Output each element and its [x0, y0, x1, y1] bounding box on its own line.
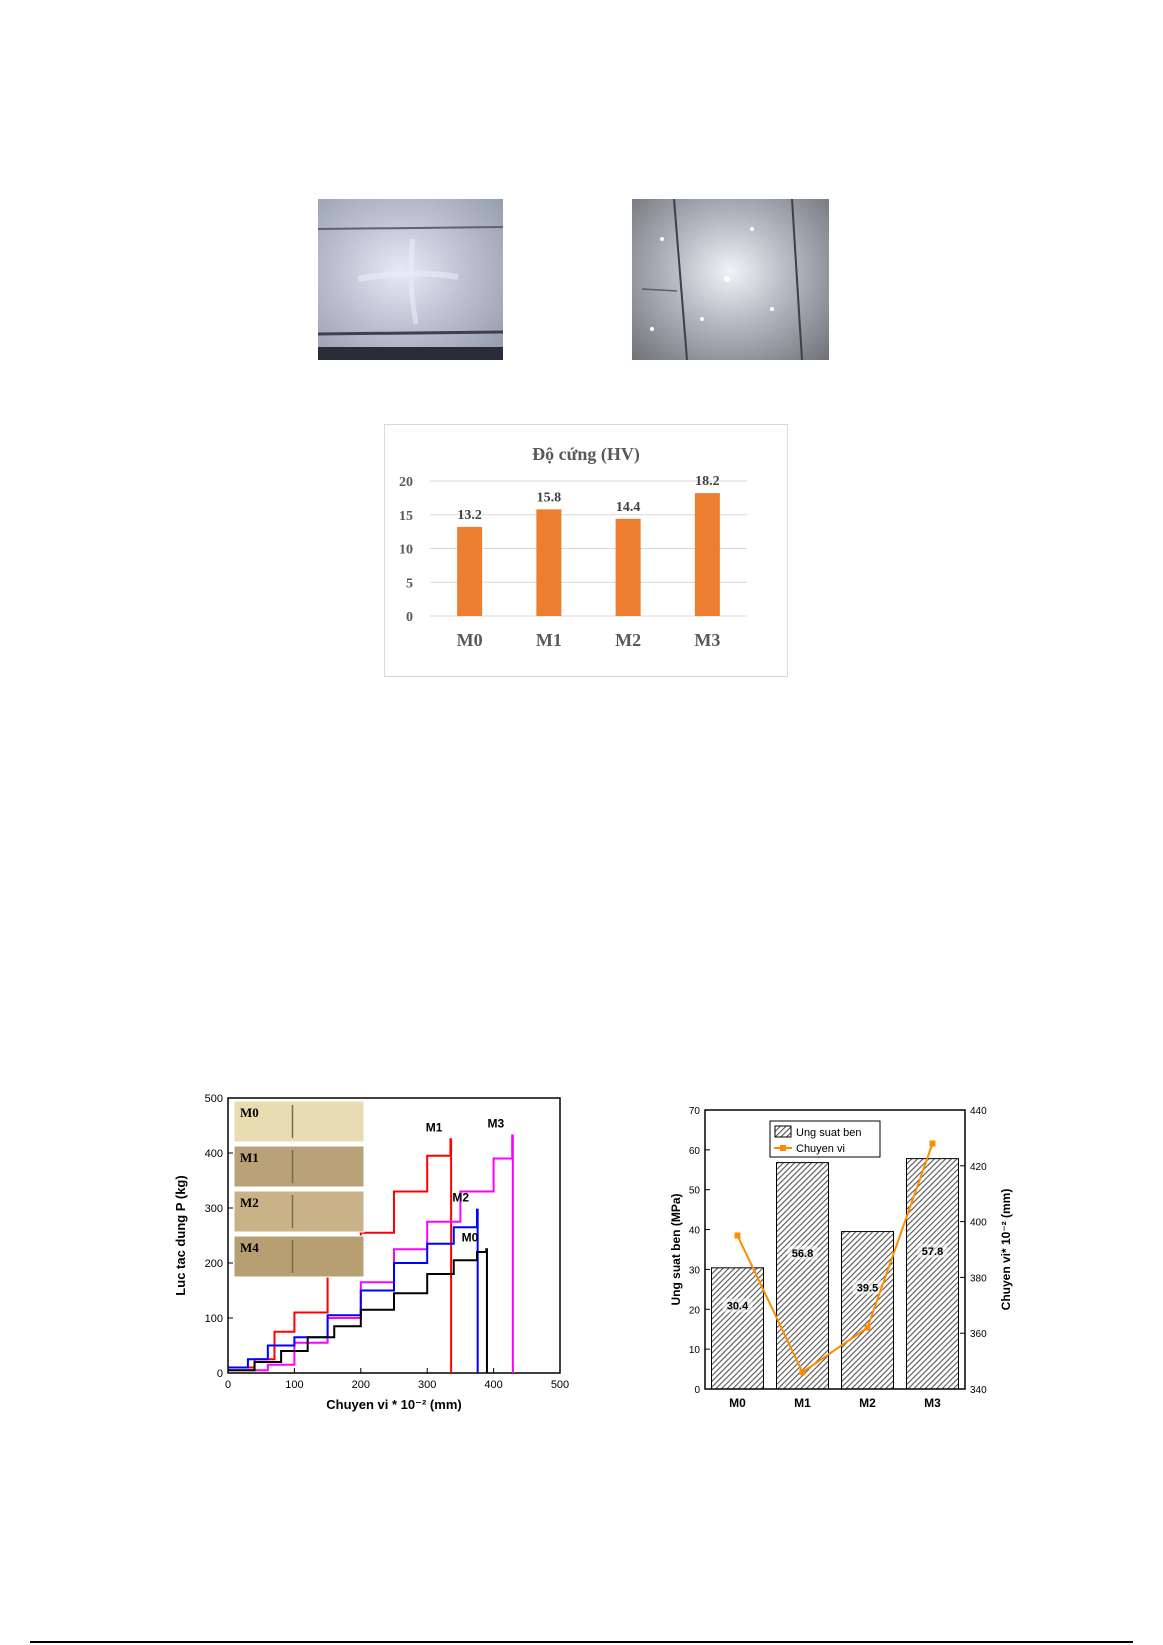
legend-marker	[780, 1145, 786, 1151]
y-tick-label: 0	[694, 1385, 700, 1396]
y-tick-label: 0	[406, 610, 413, 625]
x-tick-label: 100	[285, 1379, 303, 1391]
data-label: 14.4	[616, 500, 641, 515]
bar	[457, 526, 483, 616]
y2-tick-label: 400	[970, 1218, 987, 1229]
bar	[776, 1162, 829, 1390]
series-line	[228, 1208, 479, 1373]
inset-photo	[233, 1235, 365, 1278]
x-tick-label: 500	[551, 1379, 569, 1391]
x-tick-label: 0	[225, 1379, 231, 1391]
data-label-bg	[852, 1280, 883, 1295]
y2-tick-label: 360	[970, 1329, 987, 1340]
x-tick-label: M2	[615, 630, 641, 650]
y-axis-label: Ung suat ben (MPa)	[669, 1193, 683, 1305]
force-displacement-chart: 0 100 200 300 400 500 0 100 200 300 400 500 Chuyen v…	[165, 1093, 585, 1433]
hardness-chart: Độ cứng (HV) 0 5 10 15 20 13.2 M0 15.8 M1 14.4 M2 1…	[384, 424, 788, 677]
series-label: M2	[452, 1191, 469, 1205]
inset-label: M4	[240, 1240, 259, 1255]
y2-axis-label: Chuyen vi* 10⁻² (mm)	[999, 1189, 1013, 1311]
y-tick-label: 70	[689, 1106, 701, 1117]
inset-photo	[233, 1145, 365, 1188]
y-axis-label: Luc tac dung P (kg)	[173, 1175, 188, 1295]
series-label: M1	[426, 1120, 443, 1134]
data-label: 15.8	[537, 490, 562, 505]
data-label: 57.8	[922, 1246, 943, 1258]
y-tick-label: 50	[689, 1186, 701, 1197]
data-label-bg	[917, 1243, 948, 1258]
data-label-bg	[787, 1245, 818, 1260]
y-tick-label: 500	[205, 1093, 223, 1105]
plot-frame	[704, 1109, 966, 1390]
data-label-bg	[722, 1298, 753, 1313]
data-label: 39.5	[857, 1282, 878, 1294]
page-bottom-rule	[30, 1641, 1133, 1643]
inset-label: M0	[240, 1105, 259, 1120]
inset-label: M1	[240, 1150, 259, 1165]
x-tick-label: M2	[859, 1396, 876, 1410]
y2-tick-label: 420	[970, 1162, 987, 1173]
y-tick-label: 10	[399, 543, 413, 558]
line-marker	[864, 1324, 871, 1331]
y-tick-label: 60	[689, 1146, 701, 1157]
x-axis-label: Chuyen vi * 10⁻² (mm)	[326, 1397, 461, 1412]
y2-tick-label: 340	[970, 1385, 987, 1396]
y-tick-label: 100	[205, 1313, 223, 1325]
inset-photo	[233, 1190, 365, 1233]
y-tick-label: 15	[399, 509, 413, 524]
bar	[615, 518, 641, 616]
line-marker	[929, 1140, 936, 1147]
bar	[536, 509, 562, 616]
inset-label: M2	[240, 1195, 259, 1210]
inset-photo	[233, 1100, 365, 1143]
x-tick-label: M1	[794, 1396, 811, 1410]
y-tick-label: 20	[399, 475, 413, 490]
data-label: 56.8	[792, 1248, 813, 1260]
line-marker	[799, 1369, 806, 1376]
y-tick-label: 20	[689, 1305, 701, 1316]
y-tick-label: 10	[689, 1345, 701, 1356]
data-label: 30.4	[727, 1300, 749, 1312]
legend-swatch	[774, 1125, 792, 1138]
y2-tick-label: 380	[970, 1273, 987, 1284]
micrograph-right	[632, 199, 829, 360]
y-tick-label: 40	[689, 1226, 701, 1237]
y-tick-label: 30	[689, 1265, 701, 1276]
y2-tick-label: 440	[970, 1106, 987, 1117]
x-tick-label: 200	[352, 1379, 370, 1391]
data-label: 18.2	[695, 474, 720, 489]
bar	[711, 1267, 764, 1390]
line-series	[736, 1143, 934, 1374]
line-marker	[734, 1232, 741, 1239]
bar	[841, 1231, 894, 1390]
x-tick-label: M0	[457, 630, 483, 650]
series-label: M3	[488, 1116, 505, 1130]
series-line	[228, 1248, 488, 1373]
x-tick-label: 400	[484, 1379, 502, 1391]
x-tick-label: M1	[536, 630, 562, 650]
legend-label: Chuyen vi	[796, 1143, 845, 1155]
y-tick-label: 5	[406, 576, 413, 591]
bar	[906, 1158, 959, 1390]
series-line	[228, 1134, 514, 1373]
x-tick-label: 300	[418, 1379, 436, 1391]
series-label: M0	[462, 1230, 479, 1244]
y-tick-label: 300	[205, 1203, 223, 1215]
data-label: 13.2	[457, 508, 482, 523]
y-tick-label: 0	[217, 1368, 223, 1380]
x-tick-label: M3	[694, 630, 720, 650]
micrograph-left	[318, 199, 503, 360]
y-tick-label: 200	[205, 1258, 223, 1270]
plot-frame	[227, 1097, 561, 1374]
legend-label: Ung suat ben	[796, 1127, 861, 1139]
stress-displacement-chart: 30.4 M0 56.8 M1 39.5 M2 57.8 M3 0 10 20 30 40 50 60 70 3…	[665, 1105, 1045, 1425]
chart-title: Độ cứng (HV)	[532, 444, 640, 465]
x-tick-label: M3	[924, 1396, 941, 1410]
bar	[694, 493, 720, 616]
y-tick-label: 400	[205, 1148, 223, 1160]
x-tick-label: M0	[729, 1396, 746, 1410]
